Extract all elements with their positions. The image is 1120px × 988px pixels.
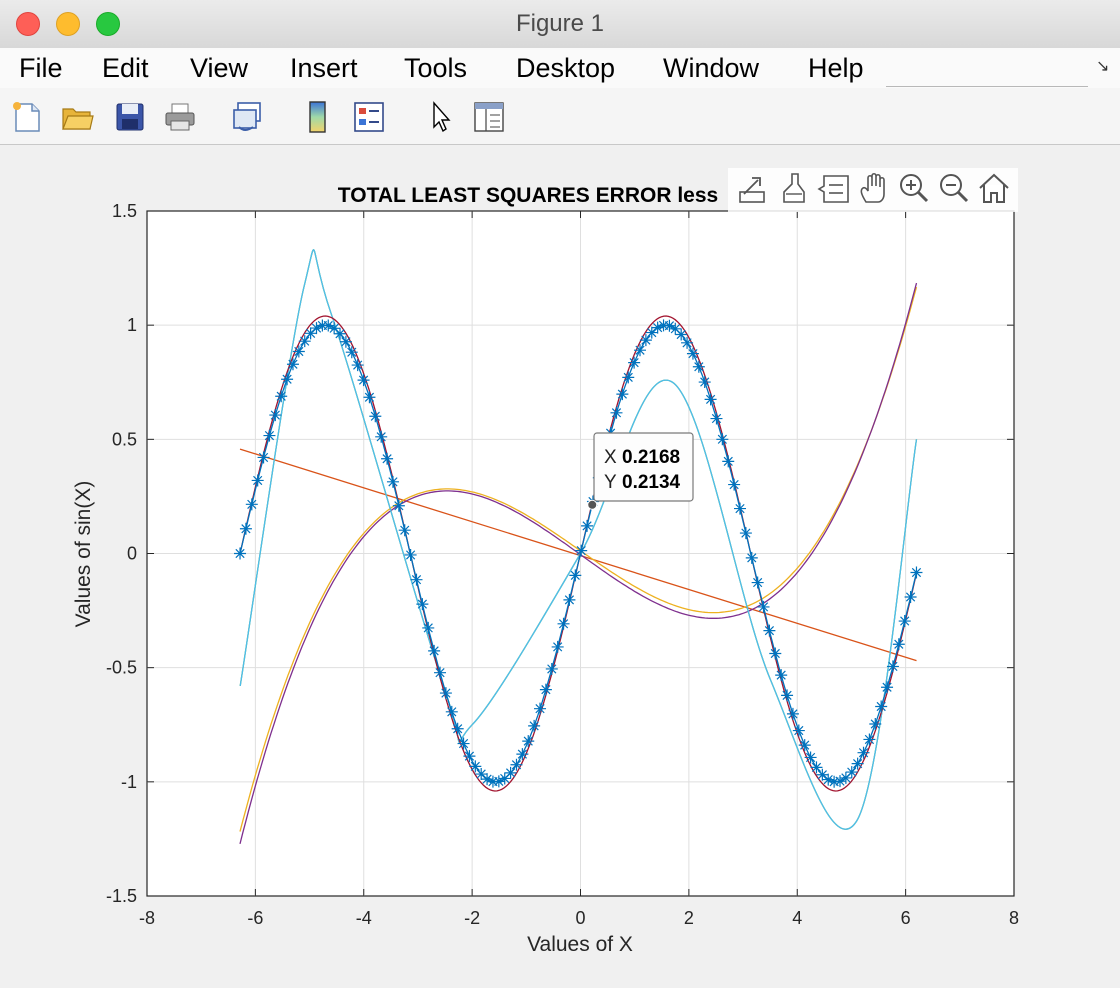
- menu-tools[interactable]: Tools: [404, 53, 468, 83]
- link-plot-icon[interactable]: [231, 100, 265, 134]
- select-arrow-icon[interactable]: [424, 100, 458, 134]
- menu-file[interactable]: File: [19, 53, 63, 83]
- window-title: Figure 1: [515, 10, 605, 37]
- menu-help[interactable]: Help: [808, 53, 864, 83]
- svg-text:X: X: [604, 447, 617, 468]
- title-bar[interactable]: Figure 1: [0, 0, 1120, 49]
- minimize-window-button[interactable]: [56, 12, 80, 36]
- dock-figure-icon[interactable]: ↘: [1096, 58, 1110, 75]
- menu-desktop[interactable]: Desktop: [516, 53, 616, 83]
- menu-window[interactable]: Window: [663, 53, 760, 83]
- axes-background[interactable]: [146, 210, 1015, 897]
- menu-separator: [886, 86, 1088, 87]
- brush-icon[interactable]: [783, 173, 805, 203]
- zoom-in-icon[interactable]: [900, 174, 929, 203]
- datatip-y-label: Y: [604, 472, 617, 493]
- svg-text:Y: Y: [604, 472, 617, 493]
- menu-bar: File Edit View Insert Tools Desktop Wind…: [0, 48, 1120, 88]
- datatip-y-value: 0.2134: [622, 472, 681, 493]
- zoom-window-button[interactable]: [96, 12, 120, 36]
- zoom-out-icon[interactable]: [940, 174, 969, 203]
- datatip-x-value: 0.2168: [622, 447, 680, 468]
- print-icon[interactable]: [163, 100, 197, 134]
- open-file-icon[interactable]: [60, 100, 94, 134]
- property-inspector-icon[interactable]: [472, 100, 506, 134]
- colorbar-icon[interactable]: [301, 100, 335, 134]
- menu-edit[interactable]: Edit: [102, 53, 149, 83]
- axes-toolbar: [728, 168, 1018, 212]
- new-figure-icon[interactable]: [10, 100, 44, 134]
- export-icon[interactable]: [739, 177, 765, 203]
- close-window-button[interactable]: [16, 12, 40, 36]
- datatip[interactable]: X 0.2168 Y 0.2134: [587, 432, 694, 510]
- menu-view[interactable]: View: [190, 53, 249, 83]
- menu-insert[interactable]: Insert: [290, 53, 358, 83]
- legend-icon[interactable]: [352, 100, 386, 134]
- pan-hand-icon[interactable]: [860, 172, 885, 203]
- save-icon[interactable]: [113, 100, 147, 134]
- datatip-x-label: X: [604, 447, 617, 468]
- home-icon[interactable]: [979, 173, 1009, 203]
- data-tips-icon[interactable]: [817, 175, 849, 203]
